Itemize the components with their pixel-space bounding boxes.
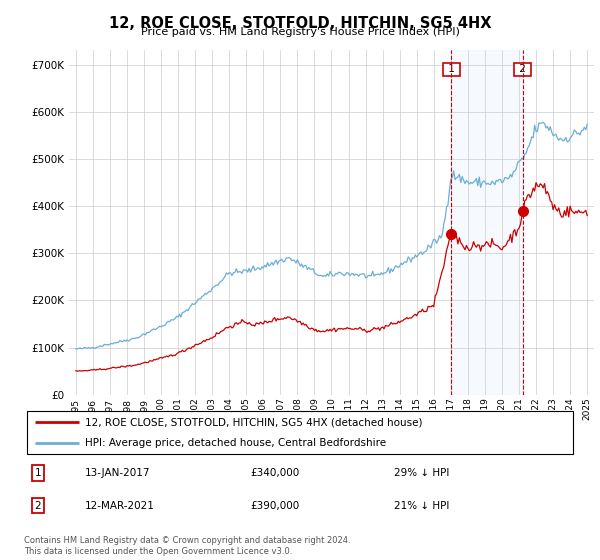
FancyBboxPatch shape [27,411,573,454]
Text: £390,000: £390,000 [250,501,299,511]
Text: 12, ROE CLOSE, STOTFOLD, HITCHIN, SG5 4HX (detached house): 12, ROE CLOSE, STOTFOLD, HITCHIN, SG5 4H… [85,417,422,427]
Text: 29% ↓ HPI: 29% ↓ HPI [394,468,449,478]
Text: Contains HM Land Registry data © Crown copyright and database right 2024.
This d: Contains HM Land Registry data © Crown c… [24,536,350,556]
Bar [451,50,523,395]
Text: 1: 1 [445,64,458,74]
Text: 13-JAN-2017: 13-JAN-2017 [85,468,150,478]
Text: £340,000: £340,000 [250,468,299,478]
Text: 1: 1 [34,468,41,478]
Text: Price paid vs. HM Land Registry's House Price Index (HPI): Price paid vs. HM Land Registry's House … [140,27,460,37]
Text: 21% ↓ HPI: 21% ↓ HPI [394,501,449,511]
Text: HPI: Average price, detached house, Central Bedfordshire: HPI: Average price, detached house, Cent… [85,438,386,448]
Text: 12, ROE CLOSE, STOTFOLD, HITCHIN, SG5 4HX: 12, ROE CLOSE, STOTFOLD, HITCHIN, SG5 4H… [109,16,491,31]
Text: 2: 2 [516,64,529,74]
Text: 2: 2 [34,501,41,511]
Text: 12-MAR-2021: 12-MAR-2021 [85,501,155,511]
